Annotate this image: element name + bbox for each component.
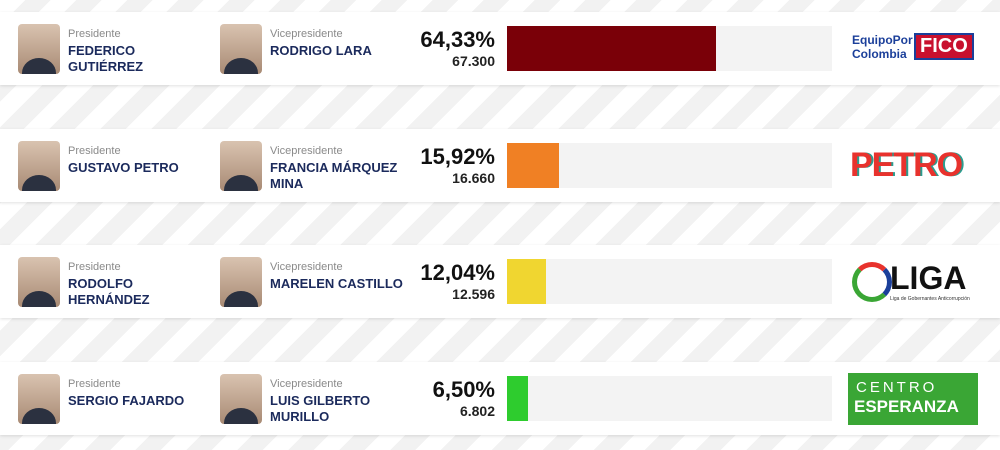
party-logo: CENTRO ESPERANZA — [848, 372, 978, 425]
logo-text: EquipoPor — [852, 33, 913, 47]
vice-name: LUIS GILBERTO MURILLO — [270, 392, 371, 424]
vice-photo — [220, 24, 262, 74]
votes: 67.300 — [452, 53, 495, 69]
bar-track — [507, 259, 832, 304]
bar — [507, 26, 717, 71]
party-logo: EquipoPor Colombia FICO — [848, 23, 978, 75]
votes: 16.660 — [452, 169, 495, 186]
party-logo: PETRO — [848, 139, 978, 192]
vice-photo — [220, 257, 262, 307]
percent: 15,92% — [420, 143, 495, 169]
president-name: FEDERICO GUTIÉRREZ — [68, 43, 144, 74]
vice-photo — [220, 373, 262, 424]
president-name: SERGIO FAJARDO — [68, 392, 185, 408]
candidate-row: Presidente SERGIO FAJARDO Vicepresidente LU… — [0, 361, 1000, 435]
bar — [507, 375, 529, 421]
vice-role: Vicepresidente — [270, 28, 343, 40]
logo-text: Colombia — [852, 47, 907, 61]
bar-track — [507, 375, 832, 421]
logo-text: FICO — [914, 33, 974, 60]
bar — [507, 142, 559, 188]
vice-role: Vicepresidente — [270, 377, 343, 390]
president-role: Presidente — [68, 144, 121, 157]
president-name: RODOLFO HERNÁNDEZ — [68, 276, 150, 307]
logo-emblem — [852, 262, 892, 302]
logo-text: ESPERANZA — [854, 396, 959, 416]
president-photo — [18, 24, 60, 74]
vice-role: Vicepresidente — [270, 261, 343, 273]
president-role: Presidente — [68, 377, 121, 390]
president-photo — [18, 373, 60, 424]
president-role: Presidente — [68, 28, 121, 40]
percent: 6,50% — [432, 376, 495, 402]
logo-text: PETRO — [850, 145, 963, 184]
vice-name: FRANCIA MÁRQUEZ MINA — [270, 159, 398, 191]
candidate-row: Presidente GUSTAVO PETRO Vicepresidente FRA… — [0, 128, 1000, 202]
vice-photo — [220, 140, 262, 191]
percent: 12,04% — [420, 260, 495, 285]
logo-text: LIGA — [890, 260, 967, 296]
candidate-row: Presidente FEDERICO GUTIÉRREZ Vicepresiden… — [0, 12, 1000, 85]
president-name: GUSTAVO PETRO — [68, 159, 179, 175]
president-photo — [18, 257, 60, 307]
bar-track — [507, 142, 832, 188]
vice-name: RODRIGO LARA — [270, 43, 372, 58]
bar — [507, 259, 547, 304]
president-photo — [18, 140, 60, 191]
votes: 6.802 — [459, 402, 495, 419]
logo-text: CENTRO — [856, 378, 938, 396]
vice-role: Vicepresidente — [270, 144, 343, 157]
bar-track — [507, 26, 832, 71]
party-logo: LIGA Liga de Gobernantes Anticorrupción — [848, 256, 978, 308]
president-role: Presidente — [68, 261, 121, 273]
candidate-row: Presidente RODOLFO HERNÁNDEZ Vicepresident… — [0, 245, 1000, 318]
logo-text: Liga de Gobernantes Anticorrupción — [890, 296, 970, 302]
percent: 64,33% — [420, 27, 495, 52]
votes: 12.596 — [452, 286, 495, 302]
vice-name: MARELEN CASTILLO — [270, 276, 403, 291]
